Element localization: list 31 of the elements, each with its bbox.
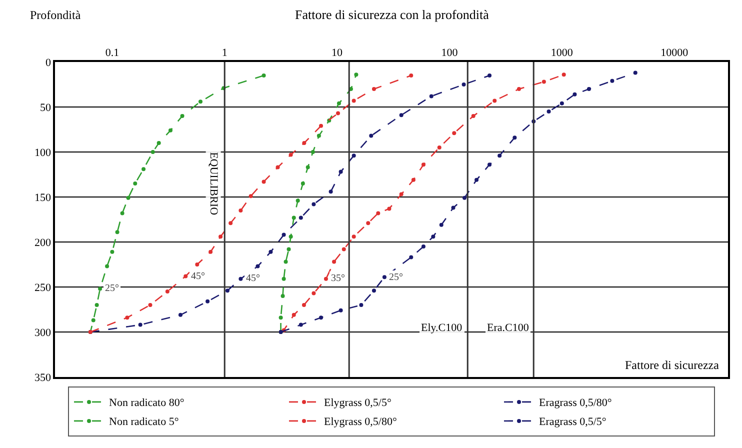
y-axis-title: Profondità bbox=[30, 8, 82, 22]
x-tick-label: 1 bbox=[222, 46, 228, 59]
legend-label: Non radicato 5° bbox=[109, 416, 179, 428]
y-tick-label: 200 bbox=[34, 236, 52, 249]
ref-line-label: Ely.C100 bbox=[421, 322, 463, 334]
x-axis-title: Fattore di sicurezza bbox=[625, 358, 720, 372]
annotation: 45° bbox=[191, 271, 205, 282]
y-tick-label: 150 bbox=[34, 192, 52, 204]
x-tick-label: 10000 bbox=[660, 46, 689, 59]
ref-line-label: Era.C100 bbox=[487, 322, 530, 334]
x-tick-label: 100 bbox=[441, 46, 458, 59]
y-tick-label: 0 bbox=[46, 56, 52, 69]
annotation: 25° bbox=[105, 283, 119, 294]
legend-label: Elygrass 0,5/5° bbox=[324, 397, 392, 410]
annotation: 35° bbox=[331, 273, 345, 284]
chart-title: Fattore di sicurezza con la profondità bbox=[295, 7, 490, 22]
x-tick-label: 1000 bbox=[550, 46, 574, 59]
y-tick-label: 100 bbox=[34, 146, 52, 159]
x-tick-label: 10 bbox=[332, 46, 344, 59]
x-tick-label: 0.1 bbox=[105, 46, 120, 59]
y-tick-label: 350 bbox=[34, 372, 52, 384]
annotation: 45° bbox=[246, 273, 260, 284]
legend-label: Non radicato 80° bbox=[109, 397, 184, 410]
legend-label: Eragrass 0,5/5° bbox=[539, 416, 606, 428]
ref-line-label: EQUILIBRIO bbox=[207, 152, 220, 216]
legend-label: Elygrass 0,5/80° bbox=[324, 416, 397, 428]
legend-label: Eragrass 0,5/80° bbox=[539, 397, 612, 410]
annotation: 25° bbox=[389, 272, 403, 283]
y-tick-label: 50 bbox=[40, 102, 52, 114]
y-tick-label: 250 bbox=[34, 282, 52, 294]
y-tick-label: 300 bbox=[34, 326, 52, 339]
